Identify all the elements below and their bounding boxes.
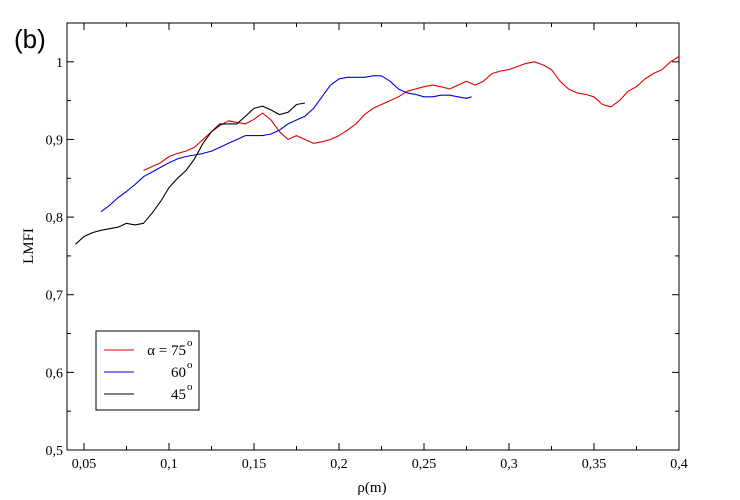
plot-area [66, 22, 680, 451]
x-tick-label: 0,25 [412, 457, 437, 472]
legend-label-sup-0: o [187, 337, 193, 349]
y-tick-label: 0,9 [46, 133, 64, 148]
y-tick-label: 1 [56, 56, 63, 71]
x-tick-label: 0,4 [670, 457, 688, 472]
legend-label-0: α = 75 [147, 343, 186, 359]
y-tick-label: 0,7 [46, 289, 64, 304]
plot-frame [66, 22, 680, 451]
series-layer [75, 55, 680, 245]
legend-box [95, 330, 200, 411]
y-axis-title: LMFI [21, 228, 37, 264]
y-axis: 0,5 0,6 0,7 0,8 0,9 1 [46, 22, 679, 459]
x-tick-label: 0,15 [242, 457, 267, 472]
x-tick-label: 0,05 [72, 457, 97, 472]
legend-label-sup-1: o [187, 359, 193, 371]
legend: α = 75 o60 o45 o [95, 330, 200, 411]
series-line-0 [143, 55, 680, 171]
x-tick-label: 0,2 [330, 457, 348, 472]
x-tick-label: 0,35 [582, 457, 607, 472]
legend-label-1: 60 [171, 365, 186, 381]
series-line-2 [75, 102, 306, 245]
panel-label: (b) [14, 24, 46, 54]
legend-label-2: 45 [171, 387, 186, 403]
x-tick-label: 0,3 [500, 457, 518, 472]
series-line-1 [100, 75, 472, 213]
y-tick-label: 0,5 [46, 444, 64, 459]
legend-label-sup-2: o [187, 381, 193, 393]
x-axis: 0,05 0,1 0,15 0,2 0,25 0,3 0,35 0,4 [72, 23, 688, 472]
x-axis-title: ρ(m) [357, 480, 386, 496]
x-tick-label: 0,1 [160, 457, 178, 472]
y-tick-label: 0,6 [46, 366, 64, 381]
y-tick-label: 0,8 [46, 211, 64, 226]
